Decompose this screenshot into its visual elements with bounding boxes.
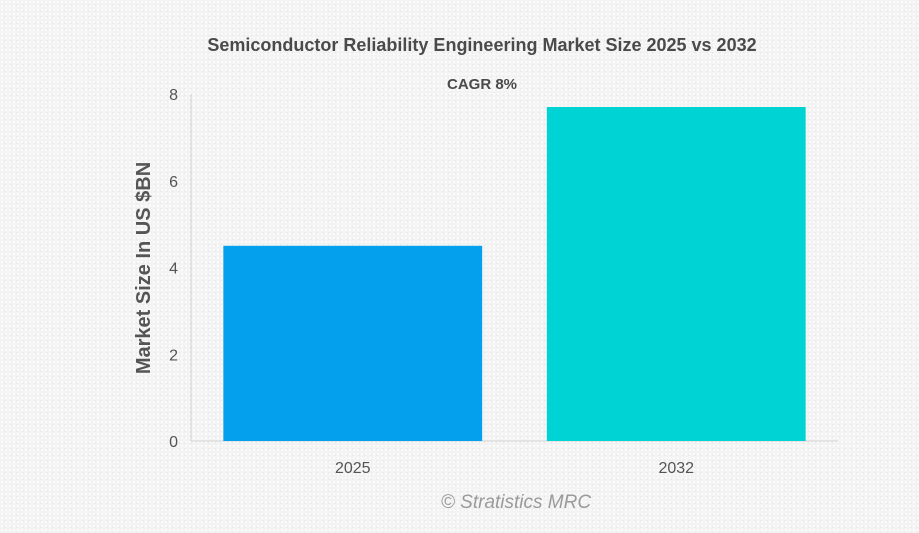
y-tick-label: 4 (169, 261, 178, 278)
y-tick-label: 0 (169, 434, 178, 451)
x-axis-ticks: 2025 2032 (335, 460, 694, 477)
y-tick-label: 2 (169, 347, 178, 364)
chart-title: Semiconductor Reliability Engineering Ma… (207, 35, 756, 55)
x-tick-label: 2025 (335, 460, 371, 477)
chart-subtitle: CAGR 8% (447, 76, 517, 93)
bar-series (223, 107, 806, 441)
bar-2032 (546, 107, 806, 441)
y-axis-ticks: 0 2 4 6 8 (169, 87, 178, 451)
y-tick-label: 8 (169, 87, 178, 104)
y-axis-label: Market Size In US $BN (133, 162, 155, 374)
x-tick-label: 2032 (658, 460, 694, 477)
bar-2025 (223, 245, 483, 441)
watermark: © Stratistics MRC (441, 492, 591, 513)
y-tick-label: 6 (169, 174, 178, 191)
